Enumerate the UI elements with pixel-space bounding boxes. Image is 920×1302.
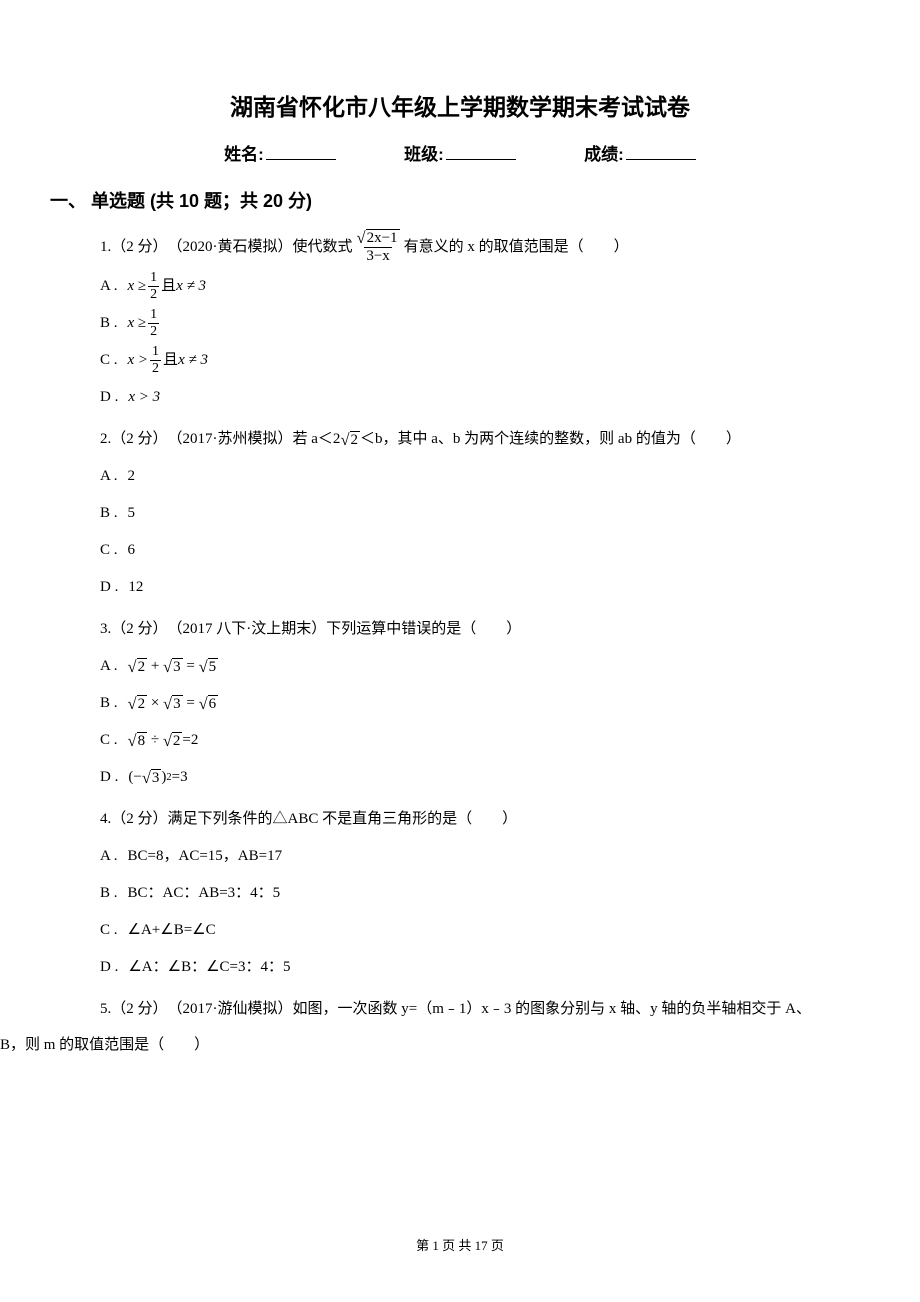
page-title: 湖南省怀化市八年级上学期数学期末考试试卷 (50, 88, 870, 122)
name-field: 姓名: (224, 140, 336, 165)
q1-opt-d: D . x > 3 (100, 381, 870, 414)
q1-stem: 1. （2 分）（2020·黄石模拟） 使代数式 √2x−1 3−x 有意义的 … (100, 229, 870, 264)
q1-opt-c: C . x > 12 且 x ≠ 3 (100, 344, 870, 377)
q1-opt-a: A . x ≥ 12 且 x ≠ 3 (100, 270, 870, 303)
q4-opt-c: C . ∠A+∠B=∠C (100, 914, 870, 947)
q2-opt-b: B . 5 (100, 497, 870, 530)
page-footer: 第 1 页 共 17 页 (0, 1235, 920, 1254)
q5-stem-line2: B，则 m 的取值范围是（ ） (0, 1030, 870, 1060)
q4-stem: 4. （2 分） 满足下列条件的△ABC 不是直角三角形的是（ ） (100, 804, 870, 834)
q2-opt-d: D . 12 (100, 571, 870, 604)
q4-opt-b: B . BC：AC：AB=3：4：5 (100, 877, 870, 910)
q4-opt-d: D . ∠A：∠B：∠C=3：4：5 (100, 951, 870, 984)
q3-opt-a: A . √2 + √3 = √5 (100, 650, 870, 683)
q1-opt-b: B . x ≥ 12 (100, 307, 870, 340)
class-field: 班级: (404, 140, 516, 165)
section-1-heading: 一、 单选题 (共 10 题；共 20 分) (50, 187, 870, 213)
q4-opt-a: A . BC=8，AC=15，AB=17 (100, 840, 870, 873)
q2-stem: 2. （2 分）（2017·苏州模拟） 若 a＜2 √2 ＜b，其中 a、b 为… (100, 424, 870, 454)
q5-stem-line1: 5. （2 分）（2017·游仙模拟）如图，一次函数 y=（m﹣1）x﹣3 的图… (100, 994, 870, 1024)
q3-opt-d: D . (−√3)2 =3 (100, 761, 870, 794)
q2-opt-c: C . 6 (100, 534, 870, 567)
score-field: 成绩: (584, 140, 696, 165)
q3-opt-c: C . √8 ÷ √2 =2 (100, 724, 870, 757)
q2-opt-a: A . 2 (100, 460, 870, 493)
meta-row: 姓名: 班级: 成绩: (50, 140, 870, 165)
q3-opt-b: B . √2 × √3 = √6 (100, 687, 870, 720)
q3-stem: 3. （2 分）（2017 八下·汶上期末） 下列运算中错误的是（ ） (100, 614, 870, 644)
